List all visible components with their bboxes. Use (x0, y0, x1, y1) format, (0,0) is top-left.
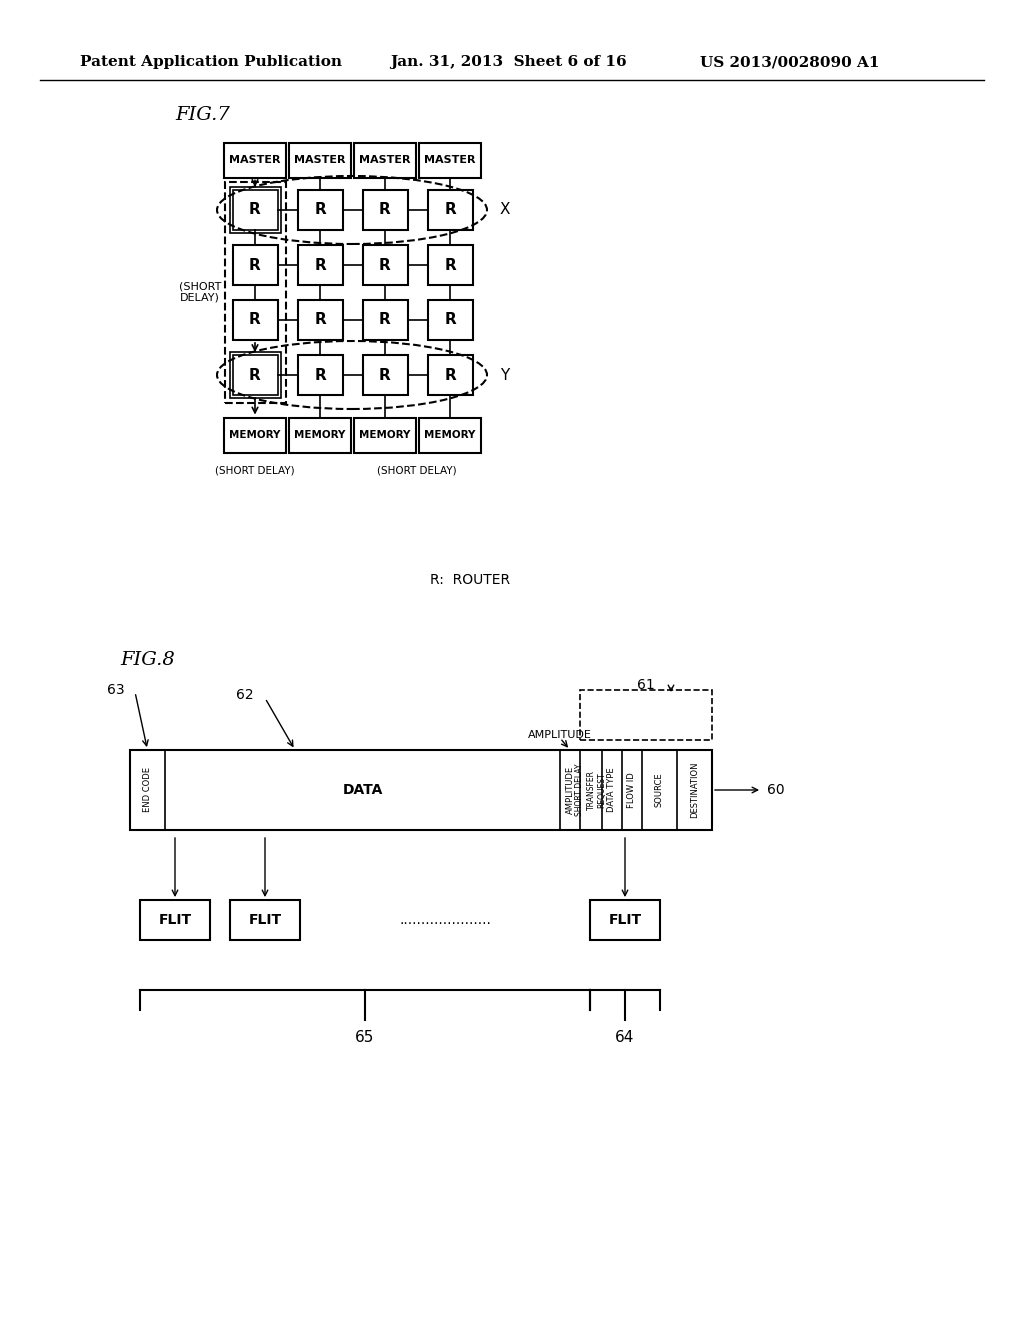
Text: DATA TYPE: DATA TYPE (607, 768, 616, 812)
FancyBboxPatch shape (298, 246, 342, 285)
FancyBboxPatch shape (224, 417, 286, 453)
Text: MASTER: MASTER (294, 154, 346, 165)
Text: US 2013/0028090 A1: US 2013/0028090 A1 (700, 55, 880, 69)
FancyBboxPatch shape (232, 355, 278, 395)
Text: R: R (249, 367, 261, 383)
FancyBboxPatch shape (232, 300, 278, 341)
FancyBboxPatch shape (230, 900, 300, 940)
Text: R: R (379, 257, 391, 272)
Text: R: R (379, 313, 391, 327)
FancyBboxPatch shape (224, 143, 286, 177)
Text: R: R (249, 202, 261, 218)
Text: R: R (314, 202, 326, 218)
Text: FIG.8: FIG.8 (120, 651, 175, 669)
Text: MEMORY: MEMORY (359, 430, 411, 440)
Text: MEMORY: MEMORY (294, 430, 346, 440)
Text: Y: Y (500, 367, 509, 383)
Text: SHORT DELAY
TRANSFER
REQUEST: SHORT DELAY TRANSFER REQUEST (575, 764, 606, 816)
Text: FIG.7: FIG.7 (175, 106, 229, 124)
FancyBboxPatch shape (362, 355, 408, 395)
Text: FLIT: FLIT (608, 913, 642, 927)
FancyBboxPatch shape (354, 417, 416, 453)
Text: 62: 62 (237, 688, 254, 702)
Text: MASTER: MASTER (229, 154, 281, 165)
Text: 61: 61 (637, 678, 655, 692)
FancyBboxPatch shape (232, 246, 278, 285)
FancyBboxPatch shape (298, 300, 342, 341)
FancyBboxPatch shape (130, 750, 712, 830)
Text: R: R (379, 202, 391, 218)
Text: MEMORY: MEMORY (424, 430, 476, 440)
Text: R: R (444, 202, 456, 218)
Text: DESTINATION: DESTINATION (690, 762, 699, 818)
Text: R: R (249, 313, 261, 327)
FancyBboxPatch shape (362, 246, 408, 285)
Text: R:  ROUTER: R: ROUTER (430, 573, 510, 587)
Text: R: R (314, 367, 326, 383)
Text: R: R (379, 367, 391, 383)
FancyBboxPatch shape (140, 900, 210, 940)
FancyBboxPatch shape (419, 143, 481, 177)
Text: R: R (444, 257, 456, 272)
Text: 63: 63 (108, 682, 125, 697)
FancyBboxPatch shape (362, 190, 408, 230)
FancyBboxPatch shape (362, 300, 408, 341)
Text: (SHORT DELAY): (SHORT DELAY) (215, 466, 295, 475)
Text: R: R (314, 313, 326, 327)
Text: MEMORY: MEMORY (229, 430, 281, 440)
Text: R: R (249, 257, 261, 272)
Text: FLIT: FLIT (159, 913, 191, 927)
Text: FLOW ID: FLOW ID (628, 772, 637, 808)
Text: 64: 64 (615, 1031, 635, 1045)
FancyBboxPatch shape (427, 300, 472, 341)
Text: X: X (500, 202, 511, 218)
FancyBboxPatch shape (289, 143, 351, 177)
FancyBboxPatch shape (590, 900, 660, 940)
Text: R: R (444, 367, 456, 383)
Text: FLIT: FLIT (249, 913, 282, 927)
FancyBboxPatch shape (427, 355, 472, 395)
Text: Jan. 31, 2013  Sheet 6 of 16: Jan. 31, 2013 Sheet 6 of 16 (390, 55, 627, 69)
FancyBboxPatch shape (229, 187, 281, 234)
FancyBboxPatch shape (354, 143, 416, 177)
FancyBboxPatch shape (298, 190, 342, 230)
Text: R: R (314, 257, 326, 272)
Text: AMPLITUDE: AMPLITUDE (528, 730, 592, 741)
Text: 60: 60 (767, 783, 784, 797)
Text: MASTER: MASTER (359, 154, 411, 165)
Text: END CODE: END CODE (143, 767, 152, 813)
FancyBboxPatch shape (419, 417, 481, 453)
Text: (SHORT DELAY): (SHORT DELAY) (377, 466, 457, 475)
FancyBboxPatch shape (289, 417, 351, 453)
Text: AMPLITUDE: AMPLITUDE (565, 766, 574, 814)
Text: .....................: ..................... (399, 913, 490, 927)
Text: DATA: DATA (342, 783, 383, 797)
FancyBboxPatch shape (229, 352, 281, 399)
Text: Patent Application Publication: Patent Application Publication (80, 55, 342, 69)
Text: SOURCE: SOURCE (655, 772, 664, 808)
Text: R: R (444, 313, 456, 327)
FancyBboxPatch shape (232, 190, 278, 230)
FancyBboxPatch shape (298, 355, 342, 395)
FancyBboxPatch shape (427, 246, 472, 285)
Text: (SHORT
DELAY): (SHORT DELAY) (179, 281, 221, 302)
FancyBboxPatch shape (427, 190, 472, 230)
Text: 65: 65 (355, 1031, 375, 1045)
Text: MASTER: MASTER (424, 154, 476, 165)
